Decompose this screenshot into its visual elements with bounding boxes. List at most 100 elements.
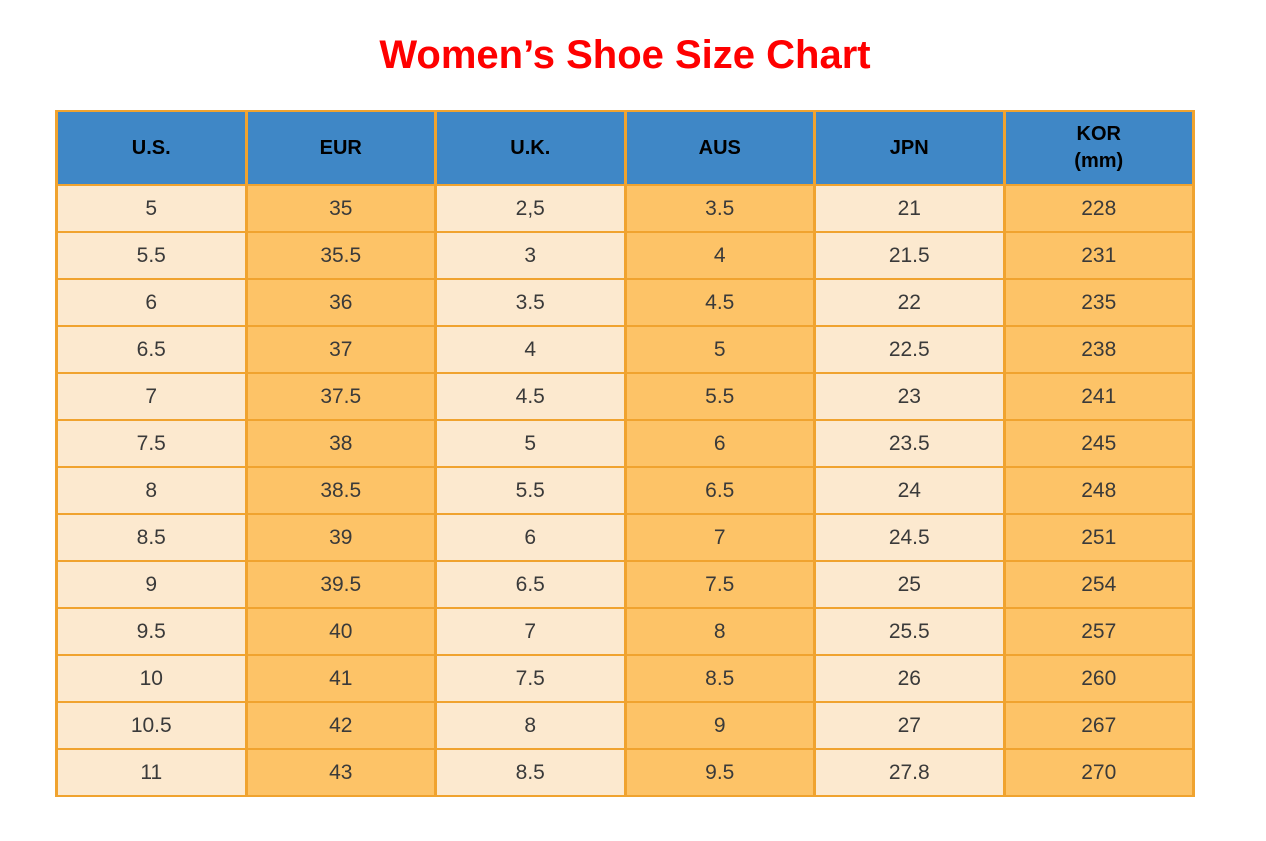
column-header-kor-unit: (mm) bbox=[1074, 150, 1124, 172]
size-cell: 23.5 bbox=[813, 419, 1006, 468]
size-cell: 36 bbox=[244, 278, 437, 327]
size-cell: 24 bbox=[813, 466, 1006, 515]
size-cell: 8 bbox=[55, 466, 248, 515]
size-cell: 11 bbox=[55, 748, 248, 797]
size-cell: 241 bbox=[1002, 372, 1195, 421]
size-cell: 6.5 bbox=[623, 466, 816, 515]
size-cell: 8 bbox=[434, 701, 627, 750]
column-header-eur: EUR bbox=[244, 110, 437, 186]
size-cell: 21.5 bbox=[813, 231, 1006, 280]
page-title: Women’s Shoe Size Chart bbox=[379, 33, 871, 77]
table-row: 10 41 7.5 8.5 26 260 bbox=[55, 654, 1195, 703]
column-header-kor-label: KOR bbox=[1076, 123, 1121, 145]
size-cell: 8.5 bbox=[55, 513, 248, 562]
table-row: 7.5 38 5 6 23.5 245 bbox=[55, 419, 1195, 468]
title-bar: Women’s Shoe Size Chart bbox=[0, 33, 1250, 78]
column-header-us: U.S. bbox=[55, 110, 248, 186]
size-cell: 25.5 bbox=[813, 607, 1006, 656]
size-cell: 39 bbox=[244, 513, 437, 562]
size-cell: 7.5 bbox=[434, 654, 627, 703]
size-cell: 23 bbox=[813, 372, 1006, 421]
size-cell: 9 bbox=[55, 560, 248, 609]
size-cell: 26 bbox=[813, 654, 1006, 703]
size-table-body: 5 35 2,5 3.5 21 228 5.5 35.5 3 4 21.5 231 6 36 3.5 4.5 2… bbox=[55, 184, 1195, 797]
size-cell: 7 bbox=[434, 607, 627, 656]
size-cell: 251 bbox=[1002, 513, 1195, 562]
column-header-jpn: JPN bbox=[813, 110, 1006, 186]
size-cell: 10.5 bbox=[55, 701, 248, 750]
size-cell: 7 bbox=[55, 372, 248, 421]
size-cell: 245 bbox=[1002, 419, 1195, 468]
table-row: 6 36 3.5 4.5 22 235 bbox=[55, 278, 1195, 327]
size-cell: 238 bbox=[1002, 325, 1195, 374]
size-chart-table: U.S. EUR U.K. AUS JPN KOR (mm) 5 35 2,5 3.5… bbox=[55, 110, 1195, 797]
size-cell: 39.5 bbox=[244, 560, 437, 609]
column-header-uk: U.K. bbox=[434, 110, 627, 186]
size-cell: 5 bbox=[434, 419, 627, 468]
size-cell: 267 bbox=[1002, 701, 1195, 750]
size-cell: 35 bbox=[244, 184, 437, 233]
size-cell: 7 bbox=[623, 513, 816, 562]
table-row: 7 37.5 4.5 5.5 23 241 bbox=[55, 372, 1195, 421]
size-cell: 38 bbox=[244, 419, 437, 468]
table-row: 5 35 2,5 3.5 21 228 bbox=[55, 184, 1195, 233]
size-cell: 6 bbox=[55, 278, 248, 327]
size-cell: 42 bbox=[244, 701, 437, 750]
size-cell: 6.5 bbox=[55, 325, 248, 374]
size-cell: 235 bbox=[1002, 278, 1195, 327]
table-row: 6.5 37 4 5 22.5 238 bbox=[55, 325, 1195, 374]
size-cell: 8.5 bbox=[623, 654, 816, 703]
size-cell: 3.5 bbox=[434, 278, 627, 327]
size-cell: 27 bbox=[813, 701, 1006, 750]
size-cell: 6 bbox=[434, 513, 627, 562]
size-cell: 5.5 bbox=[434, 466, 627, 515]
size-cell: 9 bbox=[623, 701, 816, 750]
size-table-header: U.S. EUR U.K. AUS JPN KOR (mm) bbox=[55, 110, 1195, 186]
table-row: 5.5 35.5 3 4 21.5 231 bbox=[55, 231, 1195, 280]
size-cell: 231 bbox=[1002, 231, 1195, 280]
size-cell: 22.5 bbox=[813, 325, 1006, 374]
table-row: 9.5 40 7 8 25.5 257 bbox=[55, 607, 1195, 656]
size-cell: 24.5 bbox=[813, 513, 1006, 562]
size-cell: 4.5 bbox=[623, 278, 816, 327]
size-cell: 260 bbox=[1002, 654, 1195, 703]
size-cell: 4 bbox=[623, 231, 816, 280]
size-cell: 21 bbox=[813, 184, 1006, 233]
size-cell: 4 bbox=[434, 325, 627, 374]
size-cell: 3 bbox=[434, 231, 627, 280]
size-cell: 5.5 bbox=[55, 231, 248, 280]
size-cell: 5 bbox=[55, 184, 248, 233]
size-cell: 6.5 bbox=[434, 560, 627, 609]
size-cell: 270 bbox=[1002, 748, 1195, 797]
size-cell: 8.5 bbox=[434, 748, 627, 797]
size-cell: 8 bbox=[623, 607, 816, 656]
size-cell: 25 bbox=[813, 560, 1006, 609]
size-cell: 37.5 bbox=[244, 372, 437, 421]
header-row: U.S. EUR U.K. AUS JPN KOR (mm) bbox=[55, 110, 1195, 186]
size-cell: 7.5 bbox=[623, 560, 816, 609]
size-cell: 248 bbox=[1002, 466, 1195, 515]
size-cell: 2,5 bbox=[434, 184, 627, 233]
size-cell: 35.5 bbox=[244, 231, 437, 280]
size-cell: 5 bbox=[623, 325, 816, 374]
size-cell: 7.5 bbox=[55, 419, 248, 468]
size-cell: 3.5 bbox=[623, 184, 816, 233]
size-cell: 41 bbox=[244, 654, 437, 703]
size-cell: 43 bbox=[244, 748, 437, 797]
size-cell: 6 bbox=[623, 419, 816, 468]
size-cell: 4.5 bbox=[434, 372, 627, 421]
size-cell: 22 bbox=[813, 278, 1006, 327]
size-cell: 37 bbox=[244, 325, 437, 374]
size-cell: 9.5 bbox=[55, 607, 248, 656]
table-row: 8 38.5 5.5 6.5 24 248 bbox=[55, 466, 1195, 515]
size-cell: 5.5 bbox=[623, 372, 816, 421]
size-cell: 40 bbox=[244, 607, 437, 656]
size-cell: 38.5 bbox=[244, 466, 437, 515]
column-header-kor: KOR (mm) bbox=[1002, 110, 1195, 186]
size-cell: 257 bbox=[1002, 607, 1195, 656]
size-cell: 9.5 bbox=[623, 748, 816, 797]
table-row: 9 39.5 6.5 7.5 25 254 bbox=[55, 560, 1195, 609]
column-header-aus: AUS bbox=[623, 110, 816, 186]
size-cell: 228 bbox=[1002, 184, 1195, 233]
table-row: 8.5 39 6 7 24.5 251 bbox=[55, 513, 1195, 562]
